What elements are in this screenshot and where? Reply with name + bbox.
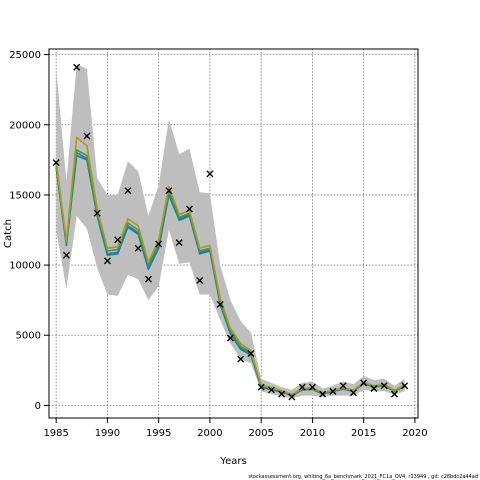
observed-point-stroke (103, 257, 111, 265)
footer-text: stockassessment.org, whiting_6a_benchmar… (248, 474, 478, 480)
observed-point-stroke (196, 277, 204, 284)
observed-point-stroke (349, 389, 357, 397)
estimate-lines-layer (55, 136, 406, 397)
observed-point (288, 393, 296, 401)
observed-point-stroke (185, 205, 193, 213)
observed-point-stroke (370, 385, 378, 393)
observed-point-stroke (216, 300, 224, 308)
observed-point-stroke (165, 187, 173, 195)
observed-point-stroke (319, 390, 327, 398)
observed-point-stroke (155, 240, 163, 248)
observed-point-stroke (144, 275, 152, 283)
estimate-line-4 (55, 136, 406, 396)
observed-point (185, 205, 193, 213)
observed-point-stroke (52, 159, 60, 167)
observed-point (114, 236, 122, 244)
observed-point-stroke (247, 349, 255, 357)
x-axis-title: Years (219, 456, 246, 467)
observed-point (319, 390, 327, 398)
observed-point (401, 382, 409, 390)
observed-point-stroke (308, 383, 316, 391)
observed-points-layer (52, 63, 409, 401)
y-axis: 0 5000 10000 15000 20000 25000 (9, 50, 49, 412)
observed-point (390, 390, 398, 398)
observed-point-stroke (380, 382, 388, 390)
observed-point-stroke (124, 187, 132, 195)
plot-frame (48, 48, 419, 419)
x-tick-label: 1990 (95, 428, 120, 439)
observed-point-stroke (206, 170, 214, 178)
observed-point (134, 244, 142, 252)
observed-point (298, 383, 306, 391)
observed-point-stroke (62, 251, 70, 259)
observed-point (155, 240, 163, 248)
observed-point (360, 379, 368, 387)
observed-point-stroke (401, 382, 409, 390)
y-tick-label: 0 (35, 401, 41, 412)
observed-point-stroke (288, 393, 296, 401)
observed-point-stroke (278, 390, 286, 398)
observed-point-stroke (257, 383, 265, 391)
observed-point (278, 390, 286, 398)
x-tick-label: 2005 (248, 428, 273, 439)
observed-point (165, 187, 173, 195)
observed-point (267, 386, 275, 394)
confidence-band-layer (56, 64, 405, 399)
observed-point (216, 300, 224, 308)
x-tick-label: 2015 (351, 428, 376, 439)
grid-layer (49, 49, 418, 418)
observed-point (339, 382, 347, 390)
observed-point (124, 187, 132, 195)
observed-point (349, 389, 357, 397)
observed-point-stroke (93, 209, 101, 217)
observed-point (93, 209, 101, 217)
y-tick-label: 15000 (9, 190, 41, 201)
x-tick-label: 1995 (146, 428, 171, 439)
observed-point (62, 251, 70, 259)
y-tick-label: 10000 (9, 261, 41, 272)
observed-point-stroke (237, 355, 245, 363)
observed-point (226, 334, 234, 342)
x-tick-label: 2010 (300, 428, 325, 439)
observed-point (380, 382, 388, 390)
observed-point-stroke (390, 390, 398, 398)
observed-point (257, 383, 265, 391)
y-tick-label: 5000 (16, 331, 41, 342)
observed-point (52, 159, 60, 167)
observed-point-stroke (267, 386, 275, 394)
y-tick-label: 20000 (9, 120, 41, 131)
observed-point-stroke (73, 63, 81, 71)
x-tick-label: 2020 (402, 428, 427, 439)
observed-point (83, 132, 91, 140)
x-tick-label: 2000 (197, 428, 222, 439)
observed-point-stroke (134, 244, 142, 252)
observed-point-stroke (114, 236, 122, 244)
observed-point-stroke (175, 239, 183, 247)
x-axis: 1985 1990 1995 2000 2005 2010 2015 2020 (43, 418, 428, 439)
y-tick-label: 25000 (9, 50, 41, 61)
observed-point-stroke (339, 382, 347, 390)
observed-point (247, 349, 255, 357)
observed-point (329, 387, 337, 395)
observed-point (144, 275, 152, 283)
observed-point (103, 257, 111, 265)
observed-point (196, 277, 204, 284)
confidence-band (56, 64, 405, 399)
observed-point-stroke (329, 387, 337, 395)
observed-point-stroke (226, 334, 234, 342)
observed-point (206, 170, 214, 178)
observed-point-stroke (360, 379, 368, 387)
x-tick-label: 1985 (43, 428, 68, 439)
observed-point (237, 355, 245, 363)
y-axis-title: Catch (3, 219, 14, 248)
observed-point-stroke (298, 383, 306, 391)
observed-point (175, 239, 183, 247)
observed-point-stroke (83, 132, 91, 140)
observed-point (370, 385, 378, 393)
observed-point (308, 383, 316, 391)
observed-point (73, 63, 81, 71)
